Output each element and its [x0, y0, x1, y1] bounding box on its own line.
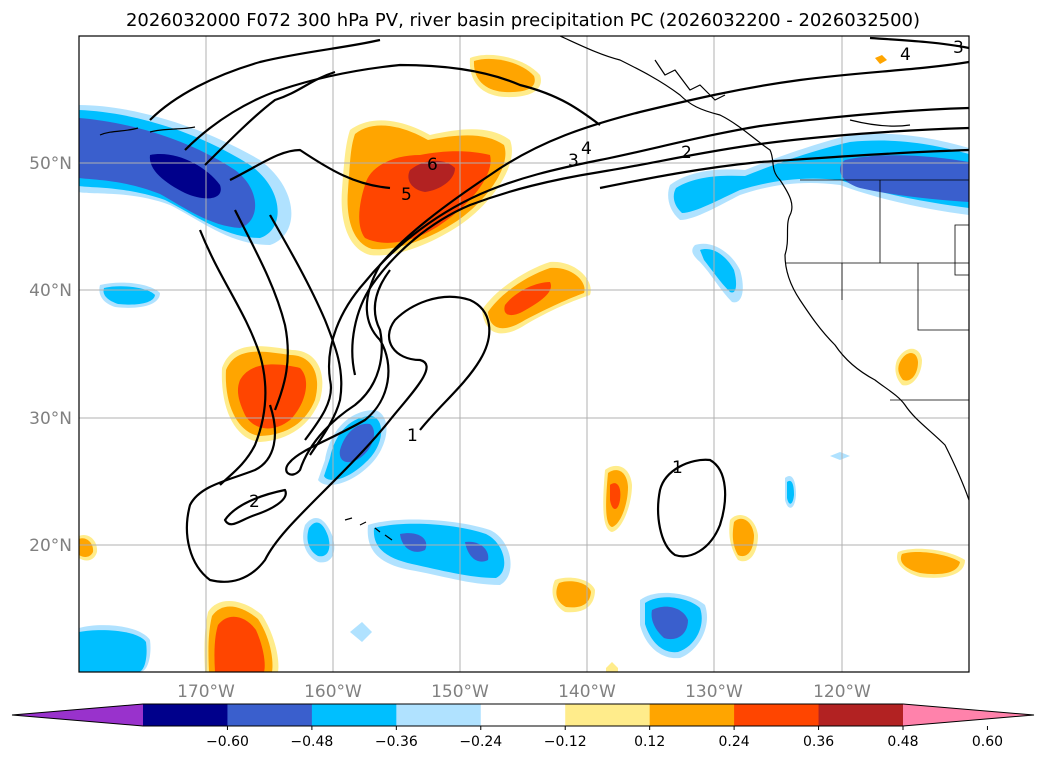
colorbar-segment: [480, 704, 566, 726]
colorbar-segment: [143, 704, 228, 726]
contour-label: 1: [672, 458, 683, 478]
lon-tick-label: 130°W: [685, 682, 743, 702]
contour-label: 2: [249, 492, 260, 512]
lat-axis: 50°N 40°N 30°N 20°N: [29, 154, 72, 556]
lon-tick-label: 170°W: [177, 682, 235, 702]
colorbar-tick-label: −0.36: [375, 734, 418, 750]
graticule: [79, 36, 969, 672]
map-title: 2026032000 F072 300 hPa PV, river basin …: [126, 10, 920, 31]
lat-tick-label: 20°N: [29, 536, 72, 556]
colorbar-segment: [311, 704, 397, 726]
contour-label: 4: [900, 45, 911, 65]
lon-tick-label: 160°W: [304, 682, 362, 702]
contour-labels: 1 1 2 2 3 3 4 4 5 6: [249, 38, 964, 512]
colorbar-segment: [649, 704, 735, 726]
lat-tick-label: 40°N: [29, 281, 72, 301]
colorbar-tick-label: 0.48: [887, 734, 918, 750]
colorbar-tick-label: 0.12: [634, 734, 665, 750]
positive-precip-regions: [79, 54, 965, 672]
contour-label: 4: [581, 139, 592, 159]
colorbar-tick-label: −0.48: [290, 734, 333, 750]
contour-label: 2: [681, 143, 692, 163]
colorbar-segment: [396, 704, 482, 726]
colorbar: −0.60 −0.48 −0.36 −0.24 −0.12 0.12 0.24 0.36 0.4…: [11, 703, 1035, 750]
map-area: 1 1 2 2 3 3 4 4 5 6: [79, 36, 969, 672]
contour-label: 3: [568, 151, 579, 171]
lon-tick-label: 150°W: [431, 682, 489, 702]
colorbar-segment: [565, 704, 651, 726]
negative-precip-regions: [79, 105, 969, 672]
lon-tick-label: 140°W: [558, 682, 616, 702]
colorbar-segment: [818, 704, 904, 726]
lon-axis: 170°W 160°W 150°W 140°W 130°W 120°W: [177, 682, 871, 702]
colorbar-tick-label: −0.12: [544, 734, 587, 750]
coastlines: [99, 36, 969, 541]
colorbar-extend-max: [903, 704, 1034, 726]
contour-label: 1: [407, 426, 418, 446]
colorbar-extend-min: [12, 704, 143, 726]
colorbar-segment: [227, 704, 313, 726]
colorbar-tick-label: 0.36: [803, 734, 834, 750]
contour-label: 6: [427, 155, 438, 175]
colorbar-tick-label: −0.60: [206, 734, 249, 750]
map-frame: [78, 35, 970, 673]
colorbar-tick-label: 0.60: [972, 734, 1003, 750]
colorbar-tick-label: 0.24: [719, 734, 750, 750]
colorbar-outline: [11, 703, 1035, 727]
contour-label: 3: [953, 38, 964, 58]
lat-tick-label: 30°N: [29, 409, 72, 429]
lon-tick-label: 120°W: [813, 682, 871, 702]
lat-tick-label: 50°N: [29, 154, 72, 174]
colorbar-segment: [734, 704, 820, 726]
colorbar-tick-label: −0.24: [459, 734, 502, 750]
contour-label: 5: [401, 185, 412, 205]
pv-contours: [149, 36, 969, 583]
